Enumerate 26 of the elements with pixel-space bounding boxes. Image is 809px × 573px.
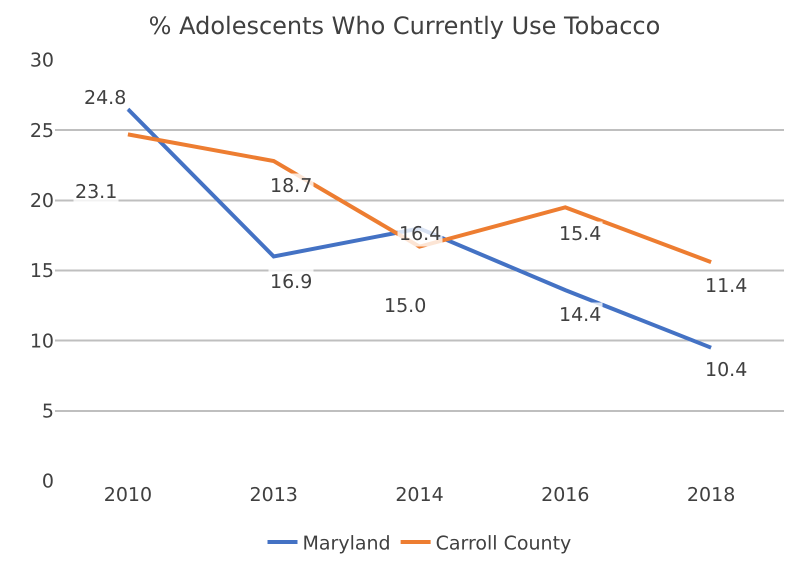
annotation: 16.9: [270, 271, 312, 293]
y-tick-label: 30: [30, 50, 54, 72]
legend-label: Maryland: [302, 532, 391, 554]
annotation: 16.4: [399, 223, 442, 245]
annotation: 11.4: [705, 275, 748, 297]
y-tick-label: 15: [30, 260, 54, 282]
x-tick-label: 2010: [104, 484, 152, 506]
chart-title: % Adolescents Who Currently Use Tobacco: [148, 12, 660, 40]
x-tick-label: 2014: [395, 484, 444, 506]
x-tick-label: 2018: [686, 484, 736, 506]
y-tick-label: 25: [30, 120, 54, 142]
annotation: 15.0: [384, 295, 426, 317]
annotation: 10.4: [705, 359, 748, 381]
x-tick-label: 2013: [250, 484, 298, 506]
y-tick-label: 10: [30, 330, 54, 352]
annotation: 24.8: [84, 87, 126, 109]
annotation: 18.7: [270, 175, 312, 197]
y-tick-label: 0: [42, 470, 54, 493]
legend-label: Carroll County: [436, 532, 572, 554]
line-series: [126, 132, 714, 264]
annotation: 23.1: [75, 181, 118, 203]
annotation: 14.4: [559, 304, 602, 326]
y-tick-label: 20: [30, 190, 54, 212]
annotation: 15.4: [559, 223, 602, 245]
x-tick-label: 2016: [541, 484, 590, 506]
y-tick-label: 5: [42, 400, 54, 422]
